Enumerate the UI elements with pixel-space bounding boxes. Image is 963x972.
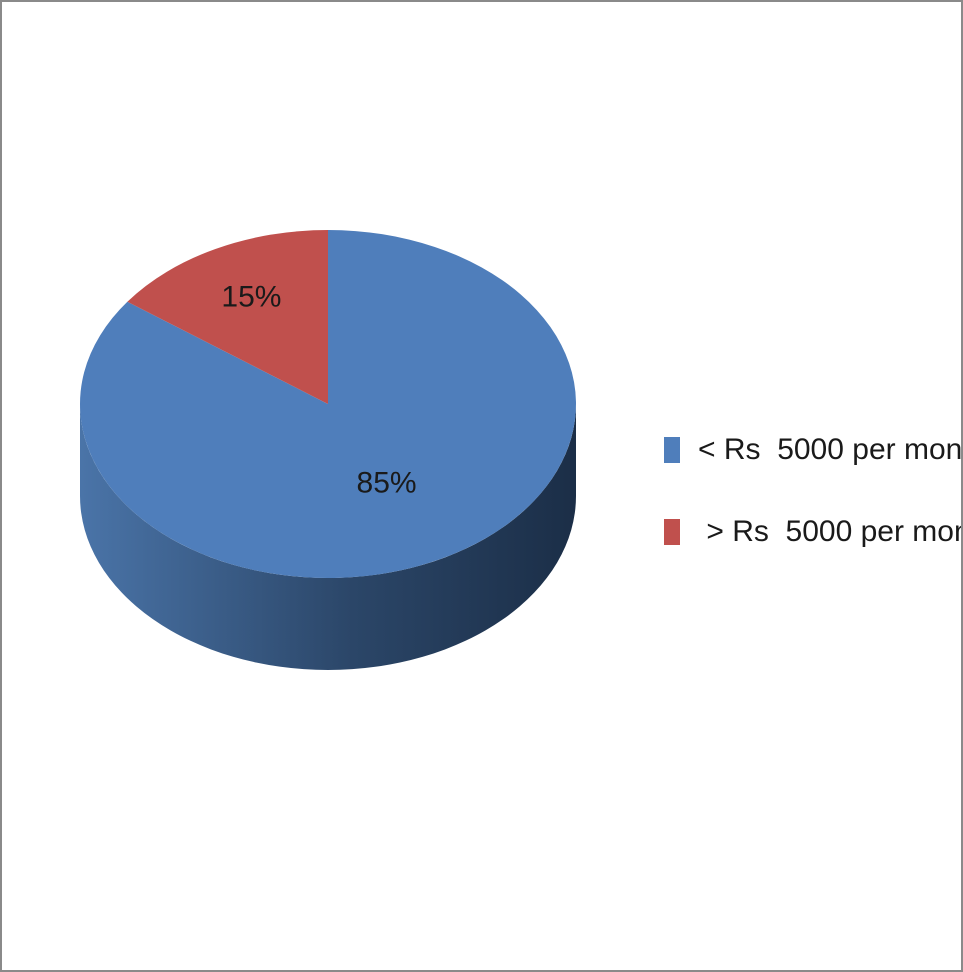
- legend: < Rs 5000 per month > Rs 5000 per month: [664, 432, 963, 596]
- pie-data-label-0: 85%: [357, 467, 417, 500]
- legend-swatch-red: [664, 519, 680, 545]
- pie-data-label-1: 15%: [221, 280, 281, 313]
- legend-label: > Rs 5000 per month: [706, 515, 961, 548]
- legend-swatch-blue: [664, 437, 680, 463]
- pie-slice-1: [127, 229, 328, 404]
- pie-side-wall-0: [80, 404, 576, 670]
- pie-top-faces: [80, 229, 576, 578]
- pie-slice-0: [80, 230, 576, 578]
- legend-entry-below-5000: < Rs 5000 per month: [664, 432, 963, 468]
- legend-entry-above-5000: > Rs 5000 per month: [664, 514, 961, 550]
- pie-data-labels: 85% 15%: [221, 280, 416, 499]
- pie-side-walls: [80, 404, 576, 670]
- legend-label: < Rs 5000 per month: [698, 433, 963, 466]
